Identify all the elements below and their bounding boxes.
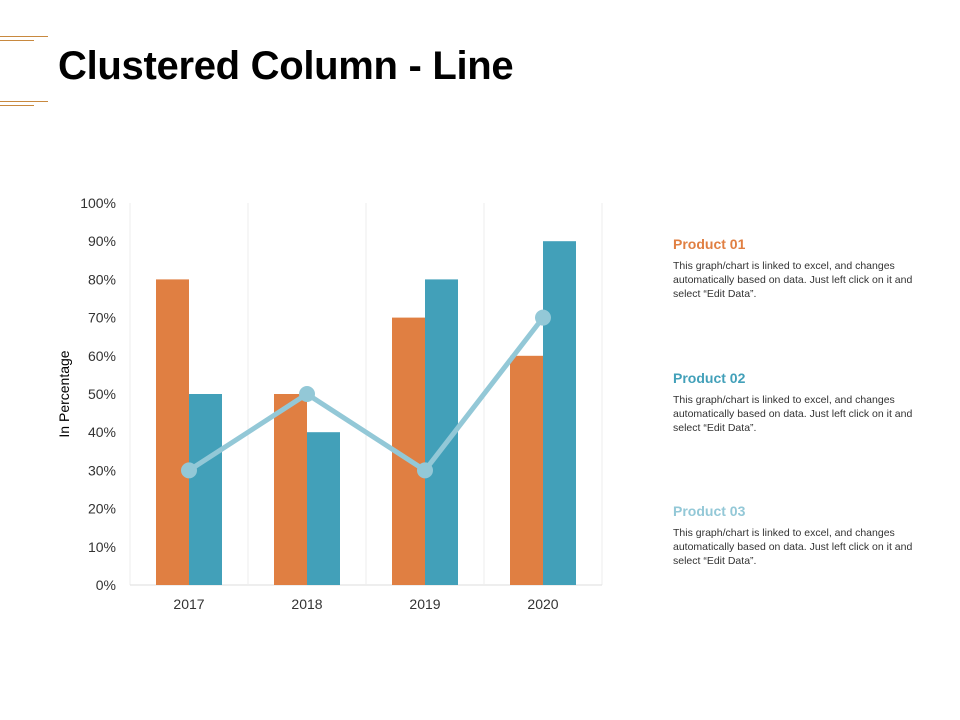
- line-series-1: [187, 316, 545, 473]
- product-desc: This graph/chart is linked to excel, and…: [673, 260, 913, 300]
- product-desc: This graph/chart is linked to excel, and…: [673, 527, 913, 567]
- product-name: Product 02: [673, 370, 746, 386]
- y-tick-label: 80%: [88, 271, 116, 287]
- y-tick-label: 10%: [88, 539, 116, 555]
- bar-series-1: [274, 394, 307, 585]
- product-name: Product 03: [673, 503, 746, 519]
- y-tick-label: 30%: [88, 462, 116, 478]
- y-axis-label: In Percentage: [56, 350, 72, 437]
- y-tick-label: 60%: [88, 348, 116, 364]
- decorative-line-bottom-short: [0, 105, 34, 106]
- decorative-line-bottom: [0, 101, 48, 102]
- x-tick-label: 2018: [291, 596, 322, 612]
- y-tick-label: 70%: [88, 310, 116, 326]
- line-point: [181, 462, 197, 479]
- bar-series-1: [156, 279, 189, 585]
- x-tick-label: 2017: [173, 596, 204, 612]
- product-name: Product 01: [673, 236, 746, 252]
- y-tick-label: 100%: [80, 195, 116, 211]
- line-point: [535, 309, 551, 326]
- bar-series-2: [189, 394, 222, 585]
- decorative-line-top: [0, 36, 48, 37]
- y-tick-label: 20%: [88, 501, 116, 517]
- x-tick-label: 2020: [527, 596, 558, 612]
- line-point: [417, 462, 433, 479]
- line-point: [299, 386, 315, 402]
- decorative-line-top-short: [0, 40, 34, 41]
- product-desc: This graph/chart is linked to excel, and…: [673, 394, 913, 434]
- x-tick-label: 2019: [409, 596, 440, 612]
- y-tick-label: 40%: [88, 424, 116, 440]
- product-description-1: Product 01 This graph/chart is linked to…: [673, 236, 913, 301]
- bar-series-2: [543, 241, 576, 585]
- bar-series-2: [307, 432, 340, 585]
- product-description-2: Product 02 This graph/chart is linked to…: [673, 370, 913, 435]
- y-tick-label: 50%: [88, 386, 116, 402]
- product-description-3: Product 03 This graph/chart is linked to…: [673, 503, 913, 568]
- bar-series-1: [510, 355, 543, 585]
- y-tick-label: 0%: [96, 577, 116, 593]
- y-tick-label: 90%: [88, 233, 116, 249]
- page-title: Clustered Column - Line: [58, 44, 514, 88]
